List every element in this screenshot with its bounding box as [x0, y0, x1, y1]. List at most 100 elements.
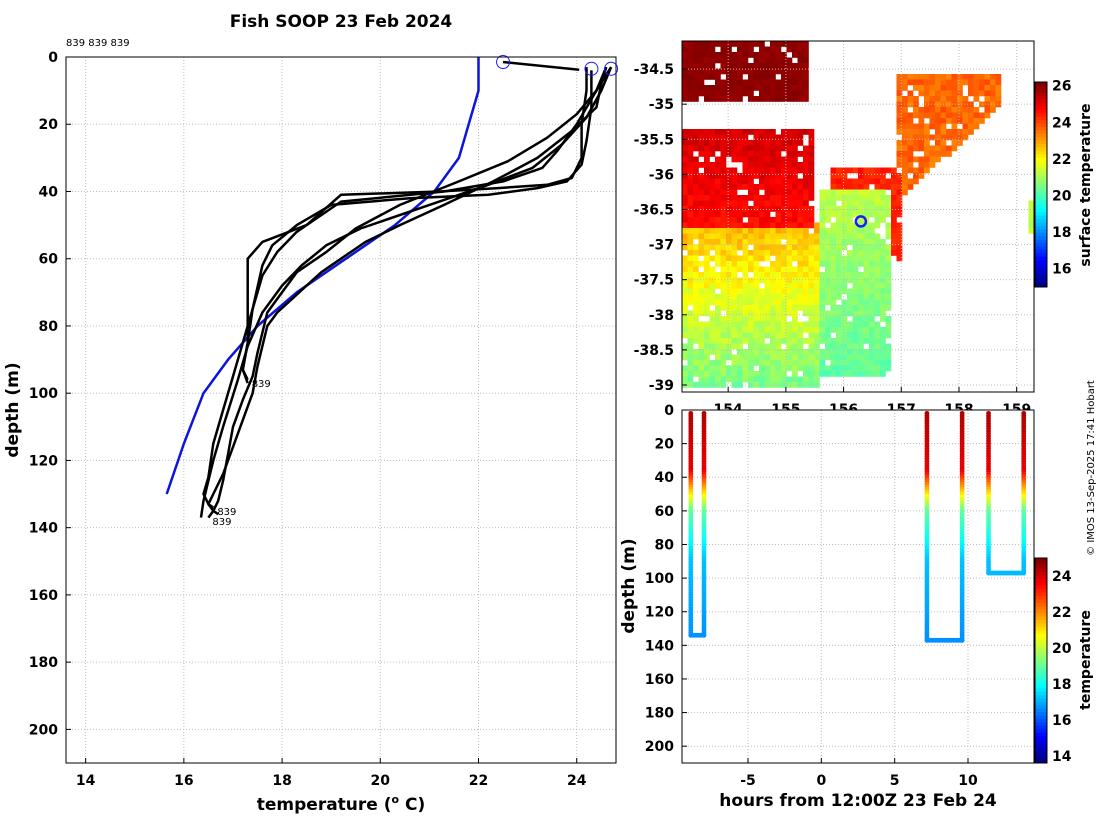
temperature-colorbar-swatch [1035, 681, 1047, 685]
sst-pixel [693, 288, 699, 295]
sst-pixel [902, 173, 908, 179]
sst-pixel [737, 140, 743, 146]
sst-pixel [814, 343, 820, 350]
sst-pixel [863, 200, 870, 207]
sst-pixel [687, 162, 694, 168]
sst-pixel [869, 200, 875, 207]
sst-pixel [803, 156, 809, 163]
sst-pixel [764, 250, 771, 256]
sst-pixel [830, 343, 837, 350]
sst-pixel [698, 239, 705, 245]
sst-pixel [863, 294, 870, 300]
sst-pixel [830, 184, 837, 190]
temperature-colorbar-swatch [1035, 581, 1047, 586]
sst-pixel [775, 283, 782, 289]
depth-time-y-tick-label: 200 [645, 739, 674, 755]
sst-pixel [764, 382, 771, 388]
sst-pixel [946, 79, 952, 86]
sst-pixel [786, 184, 793, 190]
sst-pixel [704, 195, 710, 201]
temperature-colorbar-swatch [1035, 684, 1047, 689]
sst-pixel [775, 321, 782, 328]
sst-pixel [786, 244, 793, 251]
temperature-colorbar-swatch [1035, 602, 1047, 607]
sst-pixel [764, 195, 771, 201]
sst-pixel [753, 200, 760, 207]
sst-pixel [797, 321, 804, 328]
sst-colorbar-swatch [1035, 170, 1047, 175]
sst-pixel [935, 123, 941, 130]
sst-pixel [858, 349, 864, 355]
sst-pixel [759, 250, 765, 256]
sst-pixel [709, 283, 716, 289]
sst-pixel [715, 244, 721, 251]
sst-pixel [759, 96, 765, 102]
sst-pixel [847, 217, 853, 223]
sst-pixel [847, 327, 853, 333]
sst-pixel [786, 217, 793, 223]
sst-pixel [726, 299, 732, 306]
sst-pixel [726, 217, 732, 223]
sst-heatmap [682, 41, 1035, 388]
sst-pixel [775, 156, 782, 163]
sst-pixel [698, 41, 705, 47]
sst-pixel [863, 338, 870, 344]
sst-pixel [792, 255, 798, 262]
sst-pixel [841, 354, 848, 361]
sst-pixel [770, 178, 776, 185]
sst-pixel [687, 206, 694, 212]
sst-colorbar-swatch [1035, 222, 1047, 226]
sst-pixel [715, 134, 721, 141]
sst-pixel [847, 288, 853, 295]
sst-pixel [715, 250, 721, 256]
sst-pixel [682, 96, 688, 102]
sst-pixel [808, 305, 815, 311]
sst-pixel [742, 68, 749, 75]
sst-pixel [797, 222, 804, 229]
sst-pixel [979, 118, 985, 124]
sst-colorbar-swatch [1035, 150, 1047, 155]
sst-pixel [726, 244, 732, 251]
sst-pixel [874, 343, 881, 350]
sst-pixel [962, 129, 969, 135]
sst-pixel [753, 277, 760, 284]
sst-pixel [797, 63, 804, 69]
sst-pixel [753, 222, 760, 229]
sst-pixel [715, 200, 721, 207]
sst-pixel [781, 74, 787, 80]
sst-pixel [902, 112, 908, 119]
sst-pixel [786, 140, 793, 146]
sst-pixel [781, 316, 787, 322]
sst-pixel [687, 184, 694, 190]
sst-pixel [720, 321, 727, 328]
sst-pixel [720, 85, 727, 91]
sst-pixel [709, 277, 716, 284]
sst-pixel [693, 74, 699, 80]
sst-pixel [770, 184, 776, 190]
sst-pixel [869, 239, 875, 245]
sst-pixel [869, 343, 875, 350]
sst-pixel [726, 68, 732, 75]
sst-pixel [775, 305, 782, 311]
sst-pixel [737, 211, 743, 218]
sst-pixel [874, 332, 881, 339]
sst-pixel [808, 365, 815, 372]
sst-pixel [704, 156, 710, 163]
sst-pixel [720, 173, 727, 179]
sst-pixel [726, 327, 732, 333]
sst-pixel [797, 261, 804, 267]
sst-pixel [687, 338, 694, 344]
sst-pixel [902, 184, 908, 190]
sst-pixel [737, 343, 743, 350]
sst-pixel [869, 228, 875, 234]
sst-pixel [781, 189, 787, 196]
sst-pixel [792, 277, 798, 284]
sst-pixel [792, 167, 798, 174]
sst-pixel [737, 206, 743, 212]
sst-pixel [737, 310, 743, 317]
sst-pixel [742, 255, 749, 262]
sst-pixel [737, 156, 743, 163]
sst-pixel [759, 151, 765, 157]
